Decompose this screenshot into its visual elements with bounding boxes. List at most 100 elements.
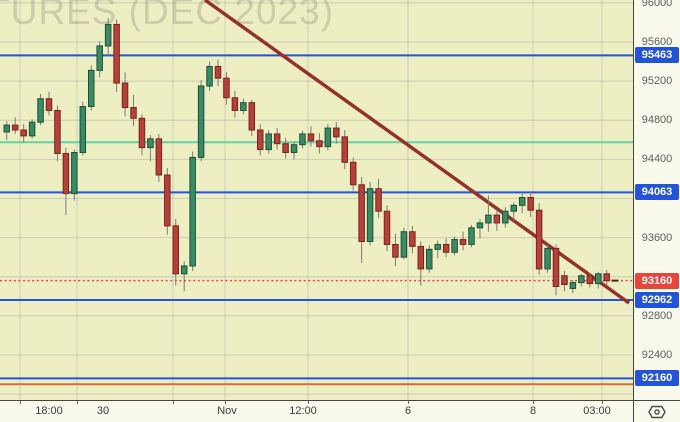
candle-down <box>459 239 467 245</box>
time-axis-tick <box>173 401 174 404</box>
candle-up <box>476 222 484 229</box>
candle-down <box>561 275 568 286</box>
candle-up <box>426 248 433 270</box>
time-axis-label: Nov <box>217 405 237 417</box>
candle-down <box>172 225 179 275</box>
candle-up <box>180 265 188 275</box>
time-axis-tick <box>602 401 603 404</box>
candle-down <box>316 140 323 148</box>
time-axis[interactable]: 18:00 30 Nov 12:00 6 8 03:00 <box>0 400 633 422</box>
candle-up <box>240 102 247 111</box>
candle-up <box>79 106 87 154</box>
candle-up <box>518 197 526 206</box>
candle-down <box>130 107 137 119</box>
candle-up <box>578 275 585 284</box>
candle-down <box>552 247 560 287</box>
price-axis-label: 95600 <box>641 36 673 48</box>
candle-down <box>273 133 281 145</box>
scale-settings-icon <box>648 405 666 418</box>
candle-down <box>223 77 230 99</box>
candle-up <box>510 204 517 212</box>
candle-down <box>333 127 340 138</box>
candle-down <box>45 98 53 111</box>
time-axis-tick <box>225 401 226 404</box>
candle-down <box>214 65 222 79</box>
candle-down <box>138 117 146 149</box>
candle-up <box>147 138 154 149</box>
time-axis-tick <box>408 401 409 404</box>
price-badge-93160: 93160 <box>635 272 679 289</box>
candle-up <box>96 45 103 71</box>
candle-up <box>197 85 205 158</box>
candle-down <box>442 243 450 253</box>
price-axis[interactable]: 96000 95600 95200 94800 94400 93600 92800 92400… <box>633 0 680 400</box>
candle-down <box>231 97 239 111</box>
price-badge-94063: 94063 <box>635 184 679 201</box>
candle-down <box>358 184 365 243</box>
candle-down <box>409 231 416 247</box>
time-axis-label: 30 <box>96 405 110 417</box>
candle-up <box>37 98 44 123</box>
time-axis-label: 8 <box>529 405 537 417</box>
candle-down <box>62 152 70 195</box>
candle-up <box>569 282 577 289</box>
candle-down <box>307 133 315 142</box>
candle-up <box>595 273 602 285</box>
candle-up <box>265 133 272 151</box>
price-badge-95463: 95463 <box>635 47 679 64</box>
price-axis-label: 94800 <box>641 114 673 127</box>
candle-down <box>248 102 256 131</box>
candle-down <box>257 129 264 151</box>
candle-up <box>206 65 213 87</box>
candle-down <box>383 210 391 245</box>
candle-down <box>164 174 171 227</box>
candle-up <box>189 156 196 267</box>
time-axis-tick <box>20 401 21 404</box>
candle-up <box>71 152 78 195</box>
candle-up <box>3 124 10 133</box>
price-axis-label: 93600 <box>641 231 673 244</box>
candle-up <box>299 133 306 146</box>
candle-down <box>155 138 163 176</box>
candle-down <box>392 243 399 258</box>
candle-down <box>11 124 19 131</box>
candle-up <box>324 127 332 148</box>
time-axis-label: 03:00 <box>583 405 611 417</box>
candle-down <box>586 275 594 285</box>
price-axis-label: 96000 <box>641 0 673 9</box>
time-axis-tick <box>308 401 309 404</box>
candle-up <box>366 188 374 243</box>
price-badge-92160: 92160 <box>635 370 679 387</box>
candle-down <box>20 129 27 137</box>
axis-settings-button[interactable] <box>633 400 680 422</box>
candle-down <box>113 23 120 84</box>
candle-up <box>104 23 112 47</box>
symbol-watermark: TURES (DEC 2023) <box>0 0 335 32</box>
candle-up <box>28 121 36 137</box>
candle-down <box>417 245 425 270</box>
time-axis-label: 12:00 <box>289 405 317 417</box>
candle-down <box>54 109 61 154</box>
time-axis-label: 18:00 <box>35 405 63 417</box>
candle-down <box>493 214 501 224</box>
candle-up <box>451 239 458 253</box>
time-axis-label: 6 <box>404 405 412 417</box>
price-axis-label: 92800 <box>641 309 673 322</box>
candle-down <box>121 82 129 109</box>
candle-up <box>400 231 408 258</box>
price-badge-92962: 92962 <box>635 291 679 308</box>
time-axis-tick <box>533 401 534 404</box>
candle-up <box>468 227 475 245</box>
candle-down <box>341 136 348 163</box>
price-axis-label: 92400 <box>641 348 673 361</box>
candle-up <box>434 243 441 250</box>
candle-down <box>535 209 543 270</box>
candle-down <box>603 273 610 282</box>
candle-up <box>502 210 509 224</box>
candle-down <box>349 161 357 186</box>
time-axis-tick <box>77 401 78 404</box>
candle-up <box>544 247 551 270</box>
candle-up <box>485 214 492 224</box>
